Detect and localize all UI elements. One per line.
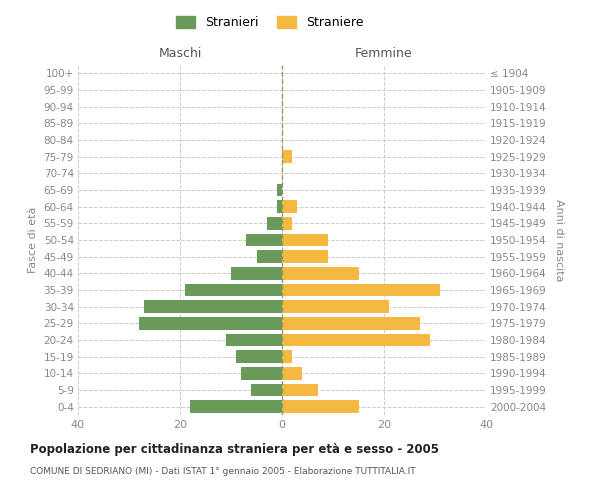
Text: Popolazione per cittadinanza straniera per età e sesso - 2005: Popolazione per cittadinanza straniera p…	[30, 442, 439, 456]
Bar	[282, 367, 302, 380]
Text: Maschi: Maschi	[158, 47, 202, 60]
Bar	[145, 300, 282, 313]
Bar	[282, 234, 328, 246]
Bar	[236, 350, 282, 363]
Bar	[247, 234, 282, 246]
Bar	[185, 284, 282, 296]
Bar	[282, 150, 292, 163]
Bar	[241, 367, 282, 380]
Text: COMUNE DI SEDRIANO (MI) - Dati ISTAT 1° gennaio 2005 - Elaborazione TUTTITALIA.I: COMUNE DI SEDRIANO (MI) - Dati ISTAT 1° …	[30, 468, 416, 476]
Bar	[257, 250, 282, 263]
Bar	[282, 267, 359, 280]
Bar	[282, 200, 298, 213]
Bar	[231, 267, 282, 280]
Bar	[282, 334, 430, 346]
Bar	[282, 217, 292, 230]
Bar	[282, 384, 318, 396]
Bar	[282, 300, 389, 313]
Bar	[267, 217, 282, 230]
Bar	[277, 184, 282, 196]
Bar	[282, 350, 292, 363]
Text: Femmine: Femmine	[355, 47, 413, 60]
Bar	[277, 200, 282, 213]
Bar	[282, 317, 420, 330]
Bar	[282, 400, 359, 413]
Bar	[251, 384, 282, 396]
Bar	[282, 284, 440, 296]
Bar	[226, 334, 282, 346]
Bar	[139, 317, 282, 330]
Y-axis label: Fasce di età: Fasce di età	[28, 207, 38, 273]
Legend: Stranieri, Straniere: Stranieri, Straniere	[172, 11, 368, 34]
Y-axis label: Anni di nascita: Anni di nascita	[554, 198, 563, 281]
Bar	[190, 400, 282, 413]
Bar	[282, 250, 328, 263]
